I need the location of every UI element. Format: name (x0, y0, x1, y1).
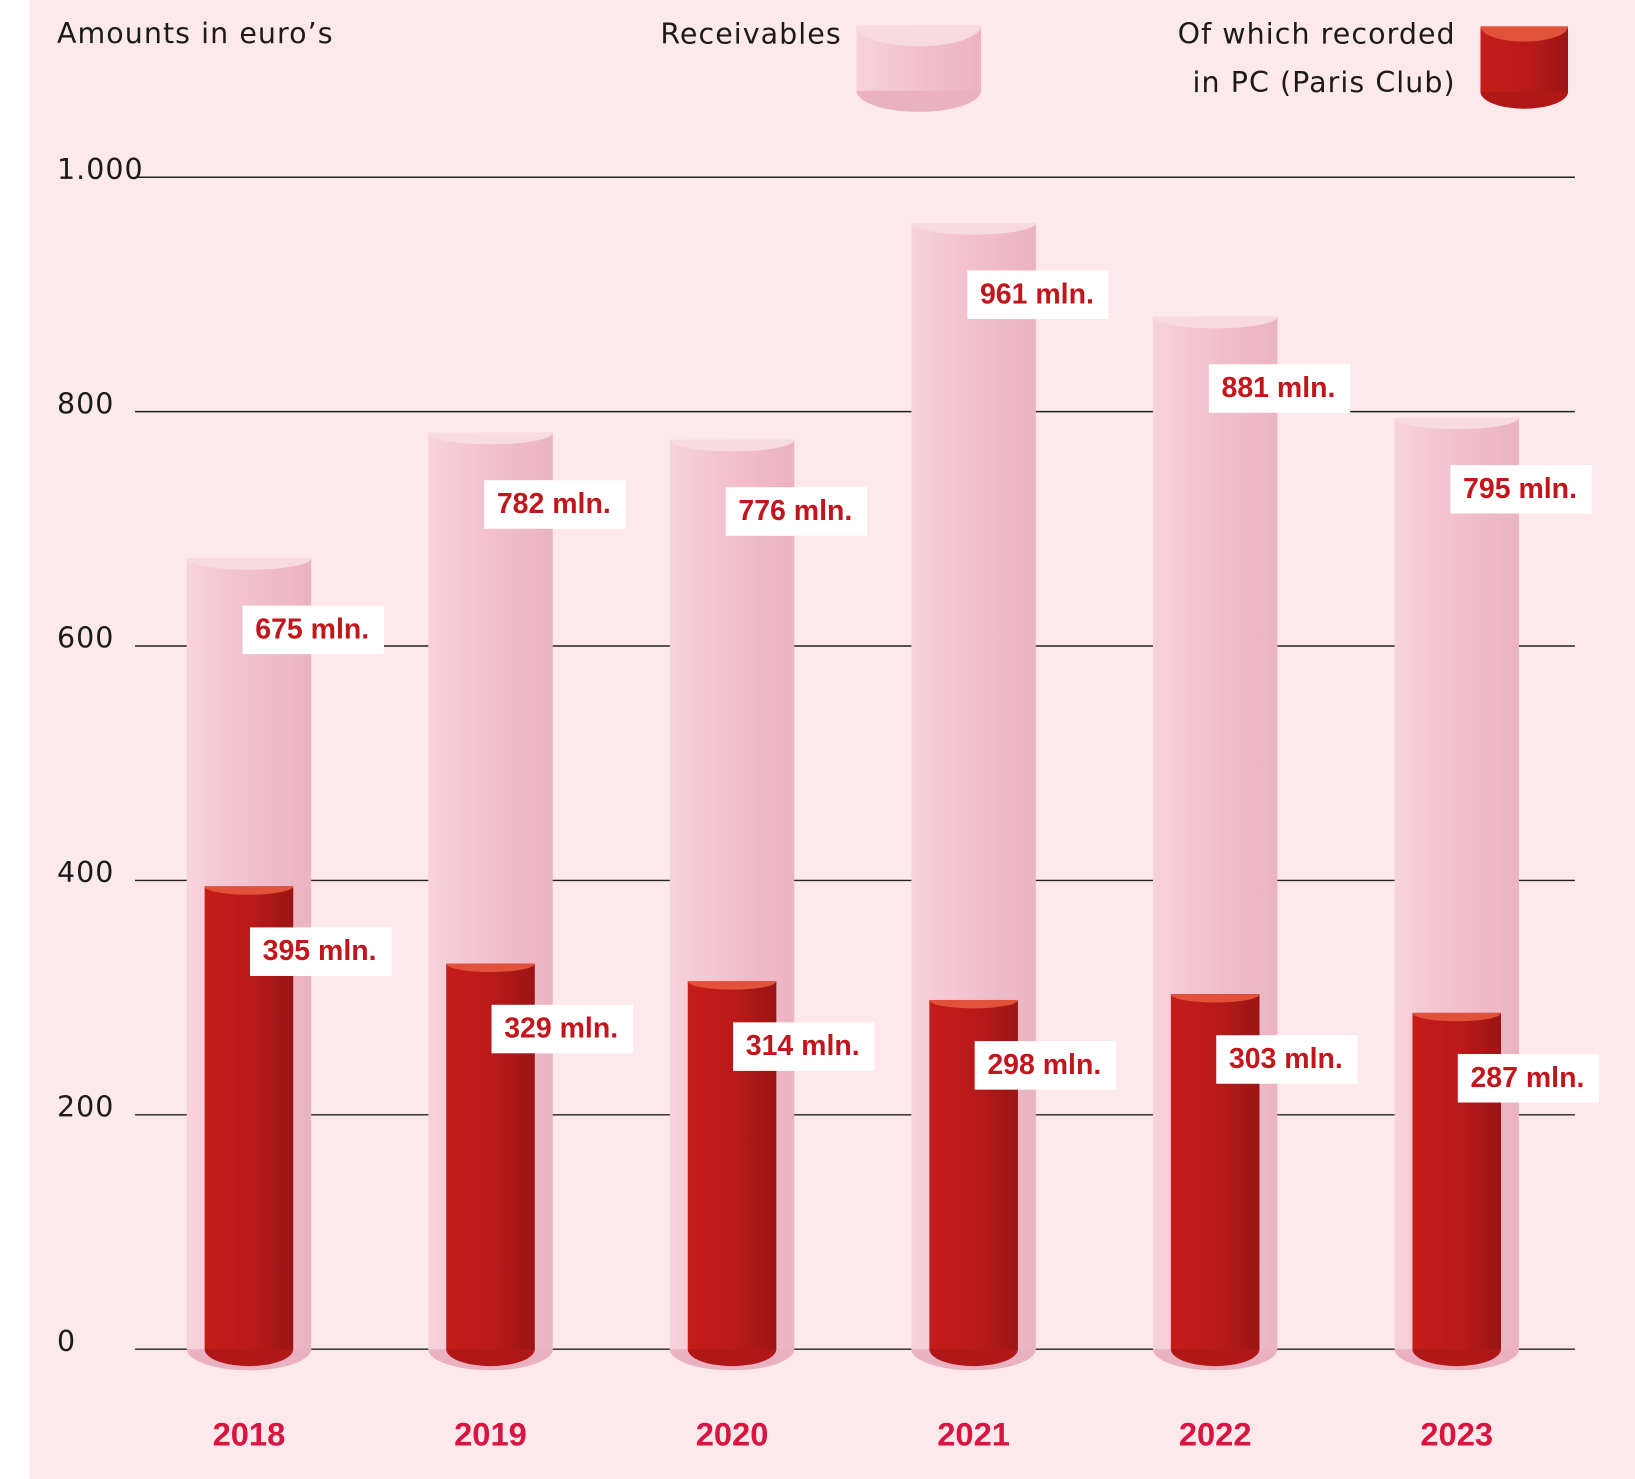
value-label: 675 mln. (255, 613, 369, 645)
x-tick-label: 2018 (213, 1415, 286, 1452)
value-label: 881 mln. (1222, 372, 1336, 404)
y-tick-label: 800 (57, 387, 115, 420)
legend-label: Of which recorded in PC (Paris Club) (1177, 17, 1456, 100)
x-tick-label: 2020 (696, 1415, 769, 1452)
y-tick-label: 200 (57, 1090, 115, 1123)
legend-entry: Receivables (660, 17, 842, 51)
bar-top (687, 981, 777, 990)
x-tick-label: 2023 (1420, 1415, 1493, 1452)
value-label: 287 mln. (1470, 1062, 1584, 1094)
x-tick-label: 2021 (937, 1415, 1010, 1452)
value-label-box (974, 1041, 1117, 1090)
legend-swatch (1480, 26, 1569, 109)
value-label-box (1457, 1053, 1600, 1103)
y-tick-label: 600 (57, 622, 115, 655)
value-label: 776 mln. (738, 495, 852, 527)
bar-top (669, 439, 795, 452)
y-tick-label: 0 (57, 1325, 76, 1358)
value-label: 782 mln. (497, 488, 611, 520)
legend-label: Receivables (660, 17, 842, 51)
value-label: 395 mln. (263, 935, 377, 967)
bar-top (204, 886, 294, 895)
value-label-box (1450, 464, 1592, 514)
bar-top (186, 558, 312, 570)
value-label: 303 mln. (1229, 1043, 1343, 1075)
y-tick-label: 400 (57, 856, 115, 889)
bar-top (929, 999, 1018, 1009)
bar-top (1394, 417, 1519, 430)
x-tick-label: 2019 (454, 1415, 527, 1452)
value-label: 298 mln. (987, 1049, 1101, 1081)
value-label-box (1208, 364, 1351, 413)
value-label-box (725, 487, 868, 536)
legend-swatch (856, 25, 981, 112)
bar-top (428, 432, 553, 445)
legend-swatch-top (1480, 26, 1569, 42)
value-label-box (1216, 1035, 1358, 1084)
legend-swatch-top (856, 25, 981, 47)
value-label-box (967, 270, 1109, 319)
bar-top (911, 222, 1036, 235)
x-tick-label: 2022 (1179, 1415, 1252, 1452)
bar-top (1152, 316, 1278, 329)
value-label-box (242, 605, 384, 655)
value-label-box (733, 1022, 875, 1071)
value-label-box (484, 480, 626, 529)
y-tick-label: 1.000 (57, 153, 144, 186)
bar-top (1170, 994, 1260, 1003)
value-label-box (491, 1004, 633, 1054)
value-label: 795 mln. (1463, 473, 1577, 505)
value-label-box (249, 927, 392, 976)
value-label: 961 mln. (980, 278, 1094, 310)
bar-top (446, 963, 535, 973)
value-label: 314 mln. (746, 1030, 860, 1062)
chart-title: Amounts in euro’s (57, 17, 334, 50)
legend-entry: Of which recorded in PC (Paris Club) (1177, 17, 1456, 100)
value-label: 329 mln. (504, 1013, 618, 1045)
bar-top (1412, 1012, 1502, 1022)
